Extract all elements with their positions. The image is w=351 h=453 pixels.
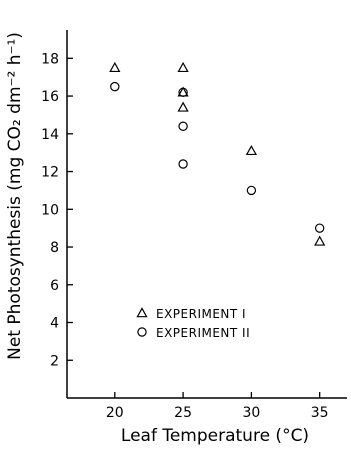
data-points bbox=[109, 61, 326, 246]
circle-point bbox=[178, 121, 188, 131]
circle-point bbox=[314, 223, 325, 233]
y-tick-label: 6 bbox=[50, 278, 59, 294]
y-tick-label: 8 bbox=[50, 240, 59, 256]
legend-label: EXPERIMENT I bbox=[156, 307, 246, 321]
y-tick-label: 2 bbox=[50, 353, 59, 369]
circle-point bbox=[178, 87, 188, 97]
legend-marker bbox=[136, 307, 148, 318]
legend: EXPERIMENT I EXPERIMENT II bbox=[136, 307, 250, 340]
y-tick-label: 18 bbox=[41, 51, 59, 67]
x-axis-label: Leaf Temperature (°C) bbox=[121, 426, 309, 446]
circle-point bbox=[246, 185, 257, 196]
triangle-point bbox=[109, 61, 121, 73]
x-tick-label: 25 bbox=[174, 405, 192, 421]
triangle-point bbox=[177, 61, 189, 73]
x-tick-label: 30 bbox=[242, 405, 260, 421]
triangle-point bbox=[314, 235, 326, 246]
legend-label: EXPERIMENT II bbox=[156, 326, 250, 340]
y-tick-label: 4 bbox=[50, 316, 59, 332]
y-tick-label: 10 bbox=[41, 202, 59, 218]
y-tick-label: 16 bbox=[41, 89, 59, 105]
axis-ticks: 2 4 6 8 10 12 14 16 18 20 25 30 35 bbox=[41, 51, 328, 421]
axes bbox=[66, 30, 347, 399]
circle-point bbox=[110, 81, 120, 92]
x-tick-label: 35 bbox=[311, 405, 329, 421]
x-tick-label: 20 bbox=[106, 405, 124, 421]
y-tick-label: 14 bbox=[41, 127, 59, 143]
y-tick-label: 12 bbox=[41, 165, 59, 181]
y-axis-label: Net Photosynthesis (mg CO₂ dm⁻² h⁻¹) bbox=[5, 32, 25, 360]
triangle-point bbox=[245, 144, 258, 156]
triangle-point bbox=[177, 101, 189, 112]
circle-point bbox=[178, 159, 188, 169]
legend-marker bbox=[137, 327, 147, 337]
